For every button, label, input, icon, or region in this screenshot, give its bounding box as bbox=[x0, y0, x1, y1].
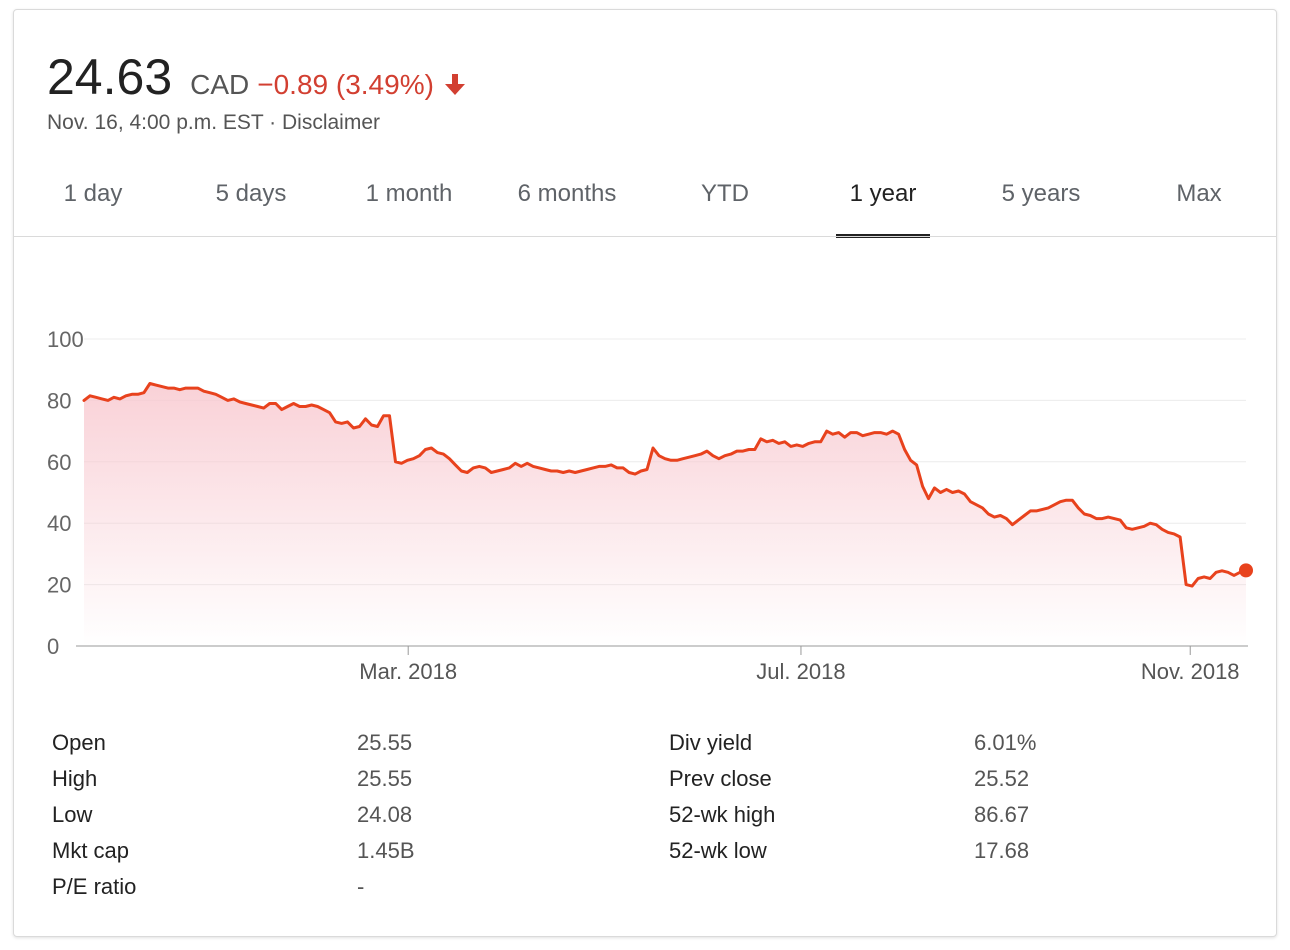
price-change: −0.89 (3.49%) bbox=[257, 69, 434, 100]
arrow-down-icon bbox=[444, 72, 466, 96]
tabs-divider bbox=[14, 236, 1276, 237]
price-line bbox=[82, 382, 1248, 588]
stat-value-52-wk-low: 17.68 bbox=[974, 838, 1030, 863]
y-tick-label: 80 bbox=[47, 388, 71, 413]
tab-label: 1 year bbox=[849, 180, 917, 207]
tab-label: Max bbox=[1176, 180, 1222, 207]
tab-1-year[interactable]: 1 year bbox=[804, 160, 962, 238]
stat-value-high: 25.55 bbox=[357, 766, 413, 791]
stat-value-low: 24.08 bbox=[357, 802, 413, 827]
y-tick-label: 40 bbox=[47, 511, 71, 536]
current-price: 24.63 bbox=[47, 49, 173, 105]
y-tick-label: 0 bbox=[47, 634, 59, 659]
tab-label: 5 years bbox=[1001, 180, 1081, 207]
last-price-marker bbox=[1239, 563, 1253, 578]
x-tick-label: Mar. 2018 bbox=[359, 659, 457, 684]
tab-1-day[interactable]: 1 day bbox=[14, 160, 172, 238]
tab-label: 1 month bbox=[365, 180, 453, 207]
stat-label-low: Low bbox=[52, 802, 93, 827]
stat-value-prev-close: 25.52 bbox=[974, 766, 1030, 791]
stat-label-prev-close: Prev close bbox=[669, 766, 772, 791]
stat-label-52-wk-high: 52-wk high bbox=[669, 802, 776, 827]
currency-code: CAD bbox=[190, 69, 250, 100]
tab-label: 1 day bbox=[63, 180, 123, 207]
quote-timestamp: Nov. 16, 4:00 p.m. EST · Disclaimer bbox=[47, 111, 380, 134]
y-tick-label: 20 bbox=[47, 573, 71, 598]
stat-value-mkt-cap: 1.45B bbox=[357, 838, 415, 863]
stat-label-mkt-cap: Mkt cap bbox=[52, 838, 130, 863]
y-tick-label: 100 bbox=[47, 327, 84, 352]
tab-6-months[interactable]: 6 months bbox=[488, 160, 646, 238]
range-tabs: 1 day 5 days 1 month 6 months YTD 1 year 5 yea… bbox=[14, 160, 1276, 238]
tab-max[interactable]: Max bbox=[1120, 160, 1276, 238]
tab-ytd[interactable]: YTD bbox=[646, 160, 804, 238]
y-tick-label: 60 bbox=[47, 450, 71, 475]
tab-label: 5 days bbox=[215, 180, 287, 207]
x-tick-label: Nov. 2018 bbox=[1141, 659, 1240, 684]
stat-label-high: High bbox=[52, 766, 98, 791]
stat-label-div-yield: Div yield bbox=[669, 730, 753, 755]
stock-quote-card: 24.63 CAD −0.89 (3.49%) Nov. 16, 4:00 p.… bbox=[13, 9, 1277, 937]
tab-5-years[interactable]: 5 years bbox=[962, 160, 1120, 238]
stat-value-open: 25.55 bbox=[357, 730, 413, 755]
quote-header: 24.63 CAD −0.89 (3.49%) bbox=[47, 52, 466, 112]
tab-5-days[interactable]: 5 days bbox=[172, 160, 330, 238]
tab-1-month[interactable]: 1 month bbox=[330, 160, 488, 238]
stat-label-p-e-ratio: P/E ratio bbox=[52, 874, 137, 899]
tab-label: 6 months bbox=[517, 180, 617, 207]
stat-value-p-e-ratio: - bbox=[357, 874, 365, 899]
stat-label-52-wk-low: 52-wk low bbox=[669, 838, 767, 863]
stat-label-open: Open bbox=[52, 730, 106, 755]
tab-label: YTD bbox=[701, 180, 749, 207]
price-chart: 0 20 40 60 80 100 Mar. 2018 Jul. 2018 Nov. 2018 bbox=[47, 327, 1253, 684]
stat-value-div-yield: 6.01% bbox=[974, 730, 1037, 755]
stat-value-52-wk-high: 86.67 bbox=[974, 802, 1030, 827]
x-tick-label: Jul. 2018 bbox=[756, 659, 845, 684]
area-fill bbox=[84, 383, 1246, 646]
